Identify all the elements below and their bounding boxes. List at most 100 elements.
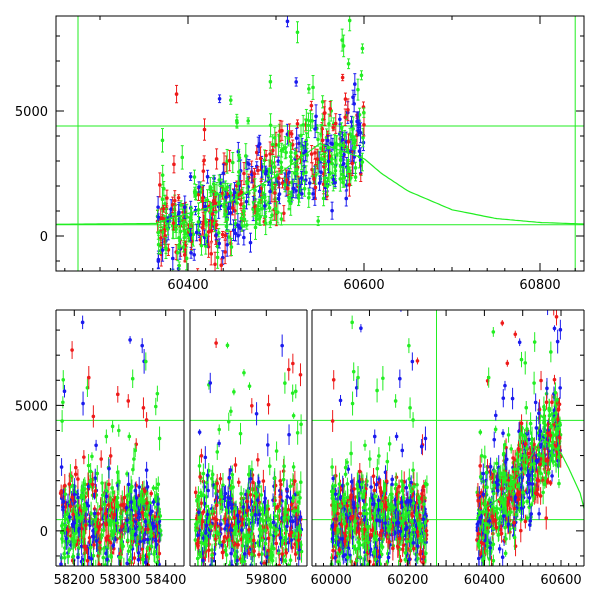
blue-data-point — [129, 500, 133, 504]
green-data-point — [342, 133, 347, 137]
green-data-point — [350, 135, 355, 139]
green-data-point — [319, 156, 324, 161]
red-data-point — [146, 527, 150, 532]
green-data-point — [130, 376, 135, 381]
green-data-point — [160, 280, 164, 284]
segment-points — [58, 315, 163, 571]
red-data-point — [328, 106, 333, 111]
green-data-point — [104, 434, 109, 439]
green-data-point — [158, 529, 163, 533]
green-data-point — [196, 220, 201, 224]
red-data-point — [220, 191, 225, 196]
green-data-point — [132, 457, 136, 461]
green-data-point — [59, 555, 64, 560]
blue-data-point — [59, 465, 64, 469]
green-data-point — [82, 502, 87, 507]
segment-points — [193, 334, 304, 582]
red-data-point — [252, 549, 256, 553]
green-data-point — [229, 409, 233, 414]
green-data-point — [287, 199, 291, 203]
blue-data-point — [223, 527, 227, 531]
green-data-point — [75, 503, 80, 508]
blue-data-point — [214, 570, 218, 574]
green-data-point — [288, 154, 293, 159]
red-data-point — [196, 192, 201, 197]
green-data-point — [203, 244, 208, 248]
blue-data-point — [77, 526, 81, 531]
red-data-point — [230, 206, 235, 210]
blue-data-point — [76, 555, 80, 560]
green-data-point — [215, 255, 220, 260]
red-data-point — [104, 536, 108, 540]
green-data-point — [60, 419, 64, 423]
red-data-point — [98, 507, 103, 511]
green-data-point — [323, 180, 328, 184]
red-data-point — [258, 156, 263, 161]
green-data-point — [333, 168, 338, 173]
red-data-point — [309, 152, 314, 156]
red-data-point — [171, 221, 176, 225]
green-data-point — [246, 472, 251, 477]
green-data-point — [340, 38, 344, 42]
green-data-point — [125, 538, 130, 543]
green-data-point — [226, 578, 230, 582]
green-data-point — [307, 191, 311, 196]
red-data-point — [173, 198, 177, 203]
green-data-point — [239, 491, 243, 496]
green-data-point — [109, 555, 114, 559]
blue-data-point — [221, 171, 226, 175]
blue-data-point — [89, 556, 94, 561]
green-data-point — [156, 230, 161, 235]
green-data-point — [125, 472, 129, 476]
blue-data-point — [104, 494, 109, 499]
green-data-point — [215, 191, 219, 196]
green-data-point — [293, 151, 298, 156]
blue-data-point — [156, 257, 161, 262]
red-data-point — [213, 262, 217, 267]
green-data-point — [270, 213, 274, 218]
green-data-point — [258, 505, 262, 510]
green-data-point — [140, 557, 145, 562]
green-data-point — [197, 464, 202, 468]
green-data-point — [61, 378, 66, 382]
red-data-point — [159, 236, 163, 240]
bottom-panel — [55, 309, 585, 582]
blue-data-point — [136, 551, 141, 555]
red-data-point — [200, 519, 205, 524]
green-data-point — [103, 563, 108, 566]
blue-data-point — [125, 561, 129, 566]
blue-data-point — [238, 226, 242, 230]
green-data-point — [272, 135, 277, 140]
green-data-point — [338, 158, 343, 162]
blue-data-point — [285, 19, 290, 24]
blue-data-point — [197, 430, 202, 435]
blue-data-point — [271, 520, 276, 525]
blue-data-point — [133, 532, 138, 537]
blue-data-point — [87, 555, 91, 560]
model-curve — [56, 142, 584, 225]
green-data-point — [115, 521, 120, 525]
green-data-point — [101, 528, 106, 533]
green-data-point — [138, 525, 142, 530]
green-data-point — [151, 486, 156, 490]
green-data-point — [155, 391, 160, 396]
red-data-point — [362, 123, 366, 127]
green-data-point — [283, 183, 287, 187]
blue-data-point — [236, 233, 240, 238]
red-data-point — [82, 455, 86, 459]
blue-data-point — [294, 136, 299, 140]
red-data-point — [298, 372, 303, 377]
blue-data-point — [171, 256, 175, 261]
green-data-point — [165, 227, 170, 231]
green-data-point — [335, 153, 339, 157]
green-data-point — [185, 215, 189, 219]
green-data-point — [82, 567, 86, 571]
green-data-point — [212, 533, 216, 538]
red-data-point — [144, 418, 149, 422]
red-data-point — [340, 75, 345, 80]
green-data-point — [142, 567, 146, 571]
blue-data-point — [297, 141, 301, 146]
blue-data-point — [294, 80, 298, 84]
blue-data-point — [319, 170, 323, 174]
red-data-point — [115, 392, 120, 397]
